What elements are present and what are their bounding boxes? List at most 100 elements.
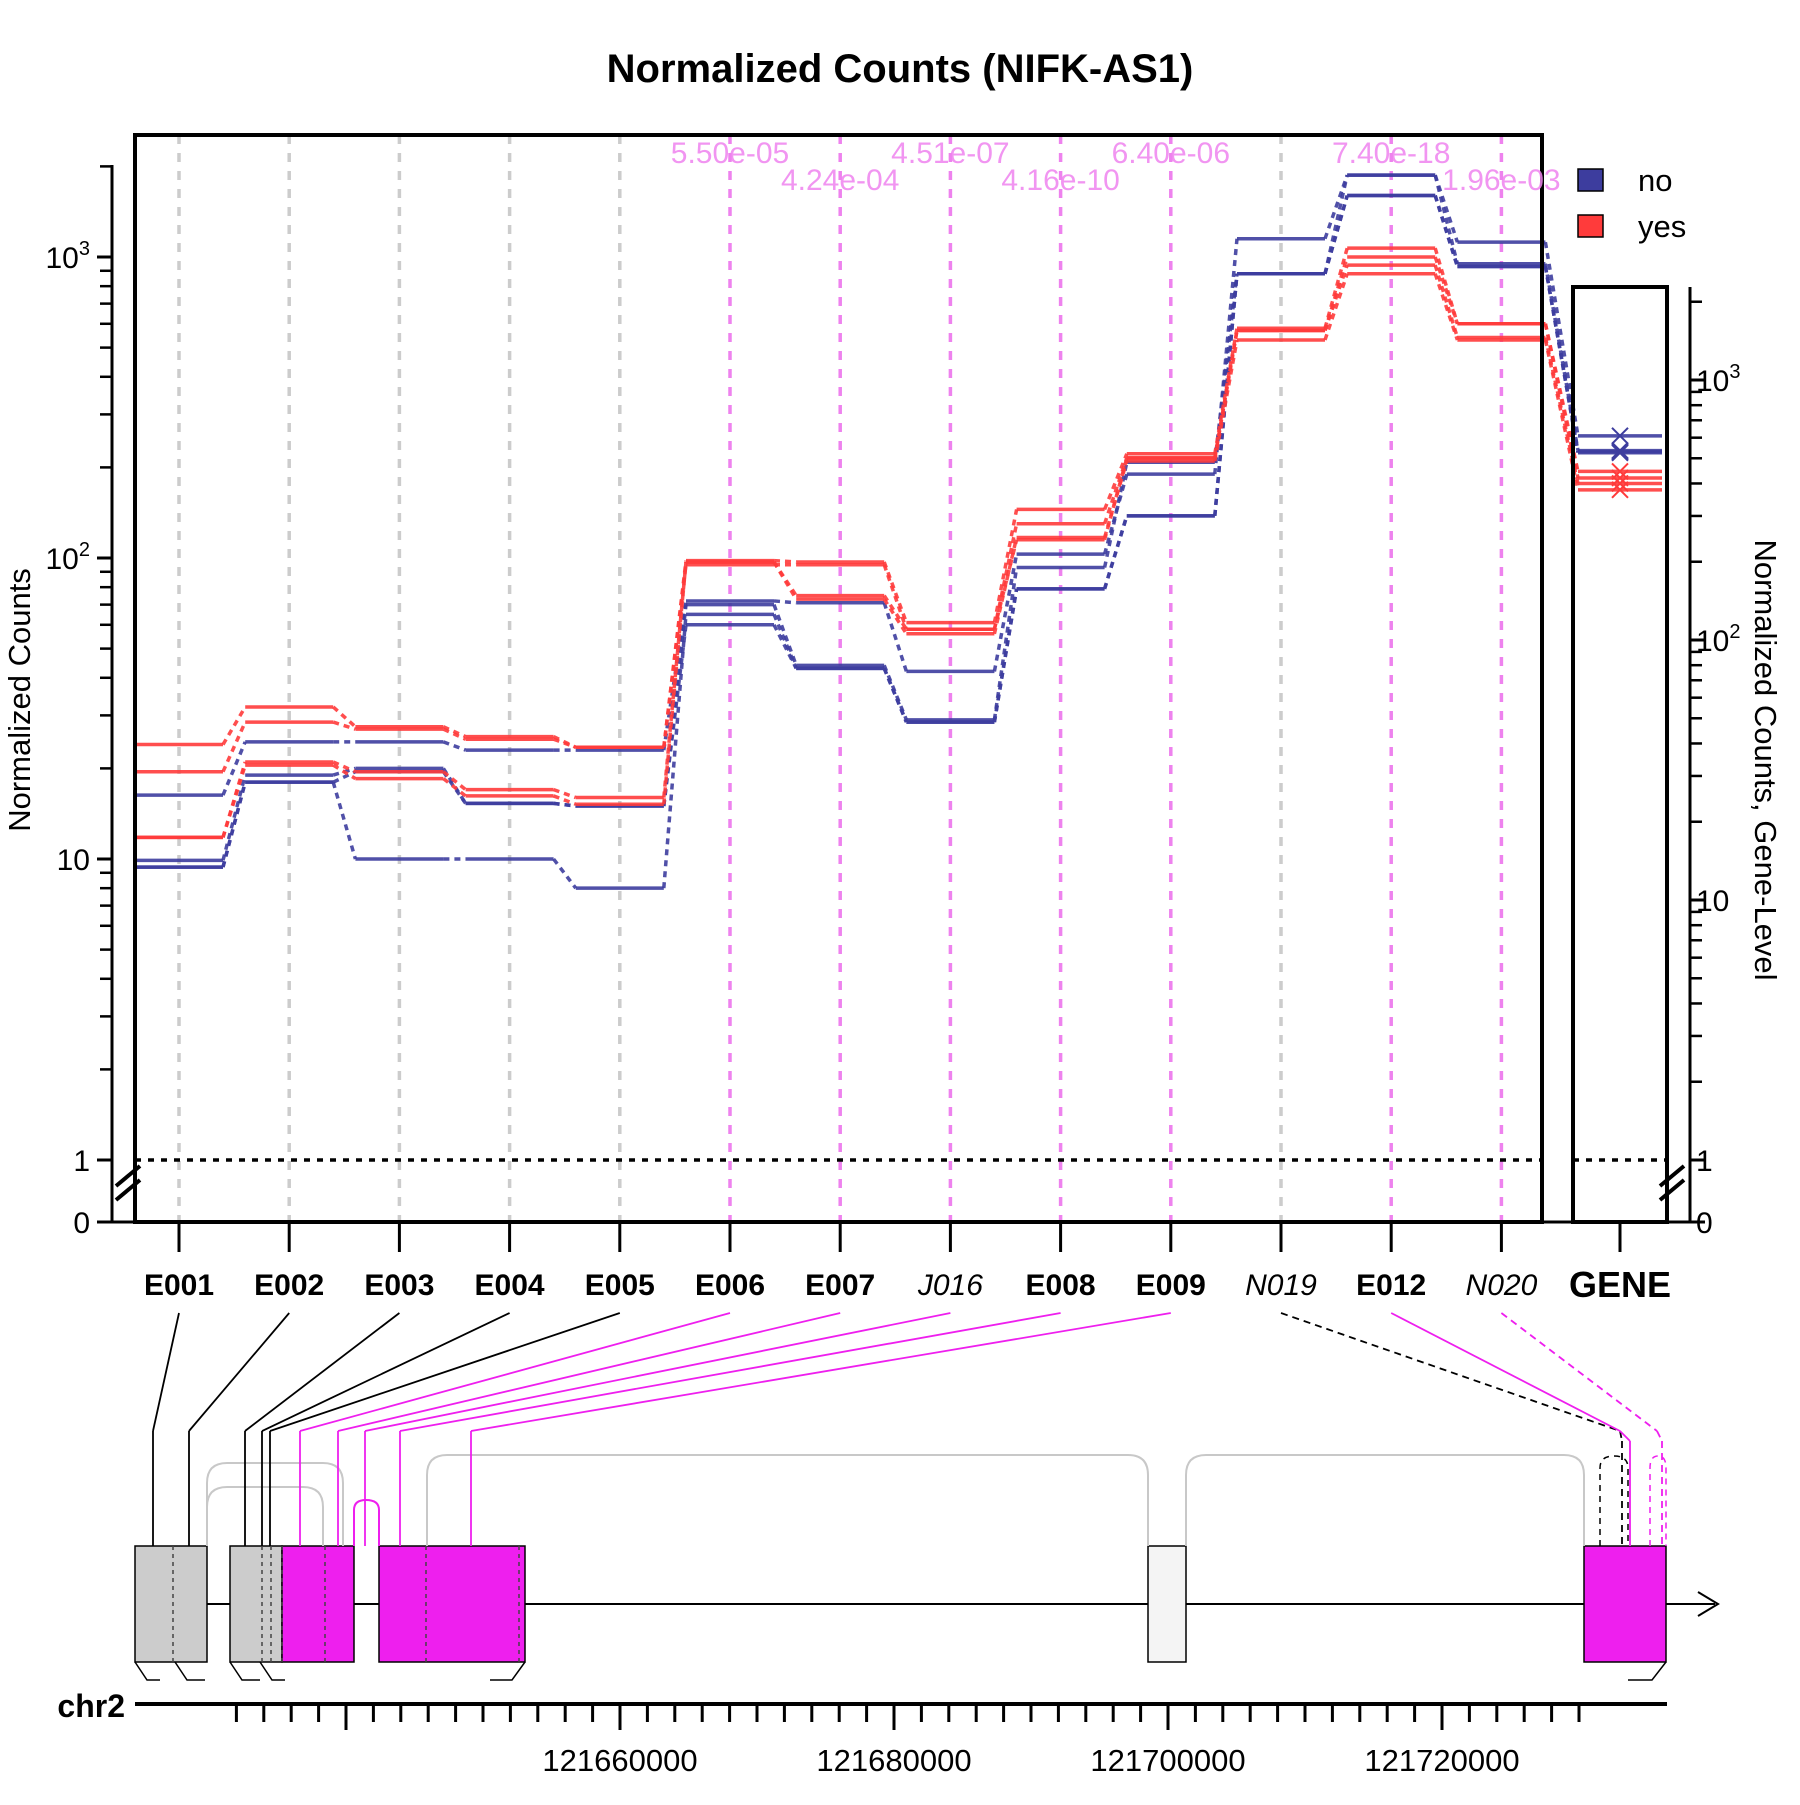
series-connector — [662, 561, 688, 805]
series-connector — [992, 553, 1019, 672]
x-tick-label-e005: E005 — [585, 1269, 655, 1302]
chromosome-tick-label: 121700000 — [1090, 1743, 1245, 1778]
series-connector — [992, 523, 1019, 630]
series-connector — [331, 781, 358, 860]
series-connector — [332, 770, 357, 784]
series-connector — [1102, 515, 1129, 590]
exon-foot — [174, 1661, 205, 1681]
exon-foot — [1628, 1661, 1667, 1681]
exon-box-6 — [1583, 1545, 1667, 1663]
connector-e007 — [337, 1312, 841, 1432]
series-connector — [773, 599, 797, 605]
pvalue-e006: 5.50e-05 — [671, 137, 789, 170]
series-layer — [135, 173, 1662, 890]
series-connector — [442, 777, 467, 798]
x-tick-label-e012: E012 — [1356, 1269, 1426, 1302]
series-connector — [992, 509, 1019, 623]
series-yes-8 — [135, 271, 1662, 840]
connector-n019 — [1280, 1312, 1621, 1432]
series-connector — [221, 781, 247, 868]
series-connector — [221, 774, 247, 861]
connector-e006 — [299, 1312, 731, 1432]
x-tick-label-e006: E006 — [695, 1269, 765, 1302]
series-connector — [882, 602, 909, 672]
exon-box-4 — [378, 1545, 526, 1663]
exon-foot — [229, 1661, 260, 1681]
junction-arc-2 — [206, 1486, 324, 1546]
chromosome-tick-label: 121720000 — [1364, 1743, 1519, 1778]
grid-layer — [177, 135, 1504, 1222]
series-connector — [442, 770, 467, 791]
x-tick-label-e002: E002 — [254, 1269, 324, 1302]
gene-level-marker — [1611, 481, 1629, 499]
gene-y-tick-label: 1 — [1696, 1145, 1713, 1178]
y-tick-label: 102 — [46, 539, 91, 576]
series-connector — [1102, 453, 1129, 511]
series-connector — [772, 623, 798, 670]
y-tick-label: 10 — [57, 844, 90, 877]
x-tick-label-e009: E009 — [1136, 1269, 1206, 1302]
gene-y-zero-label: 0 — [1696, 1207, 1713, 1240]
series-no-3 — [135, 193, 1662, 890]
series-connector — [992, 588, 1019, 723]
series-connector — [332, 720, 356, 731]
exon-foot — [134, 1661, 160, 1681]
x-tick-label-e004: E004 — [475, 1269, 545, 1302]
junction-arc-n019 — [1599, 1455, 1629, 1546]
pvalue-labels: 5.50e-054.24e-044.51e-074.16e-106.40e-06… — [671, 137, 1561, 197]
connector-e001 — [152, 1312, 180, 1432]
x-tick-label-n019: N019 — [1245, 1269, 1317, 1302]
exon-box-2 — [229, 1545, 283, 1663]
series-connector — [553, 737, 577, 749]
series-connector — [662, 564, 688, 748]
gene-y-axis-label: Normalized Counts, Gene-Level — [1748, 539, 1783, 980]
series-connector — [1433, 273, 1460, 341]
connector-e003 — [244, 1312, 400, 1432]
series-connector — [552, 857, 578, 890]
gene-y-tick-label: 103 — [1696, 361, 1741, 398]
series-no-4 — [135, 193, 1662, 869]
chromosome-label: chr2 — [57, 1688, 125, 1724]
chromosome-tick-label: 121660000 — [542, 1743, 697, 1778]
x-tick-label-j016: J016 — [917, 1269, 983, 1302]
series-no-2 — [135, 173, 1662, 863]
exon-box-5 — [1147, 1545, 1187, 1663]
series-connector — [1433, 195, 1460, 268]
series-connector — [882, 667, 909, 723]
series-connector — [773, 558, 797, 564]
junction-arc-1 — [206, 1462, 344, 1546]
series-yes-7 — [135, 263, 1662, 840]
legend-swatch-no — [1577, 168, 1604, 192]
series-connector — [221, 706, 247, 746]
series-connector — [992, 539, 1019, 630]
legend-label-no: no — [1638, 163, 1672, 198]
series-connector — [441, 767, 468, 805]
series-yes-6 — [135, 255, 1662, 774]
series-connector — [1433, 174, 1460, 265]
series-connector — [772, 561, 798, 601]
x-tick-label-e001: E001 — [144, 1269, 214, 1302]
connector-e004 — [261, 1312, 510, 1432]
series-connector — [662, 614, 688, 889]
y-tick-label: 1 — [73, 1145, 90, 1178]
y-axis-break — [114, 1164, 142, 1202]
series-connector — [992, 537, 1019, 635]
axis-layer: 1 10 102 103 0 1 10 102 103 0 E001 E002 E003 E004 E005… — [46, 133, 1741, 1305]
series-gene-connector — [1543, 339, 1580, 491]
series-connector — [332, 760, 357, 774]
series-connector — [442, 727, 467, 741]
x-tick-label-e008: E008 — [1026, 1269, 1096, 1302]
series-connector — [1433, 264, 1460, 339]
pvalue-e007: 4.24e-04 — [781, 164, 899, 197]
connector-e008 — [399, 1312, 1061, 1432]
series-connector — [1323, 195, 1349, 275]
series-gene-connector — [1543, 323, 1580, 479]
y-tick-label: 103 — [46, 238, 91, 275]
pvalue-e012: 7.40e-18 — [1332, 137, 1450, 170]
connector-n020 — [1500, 1312, 1658, 1432]
series-connector — [1323, 264, 1349, 332]
gene-y-tick-label: 102 — [1696, 621, 1741, 658]
legend-swatch-yes — [1577, 214, 1604, 238]
series-connector — [1102, 460, 1129, 538]
legend: no yes — [1577, 163, 1686, 244]
